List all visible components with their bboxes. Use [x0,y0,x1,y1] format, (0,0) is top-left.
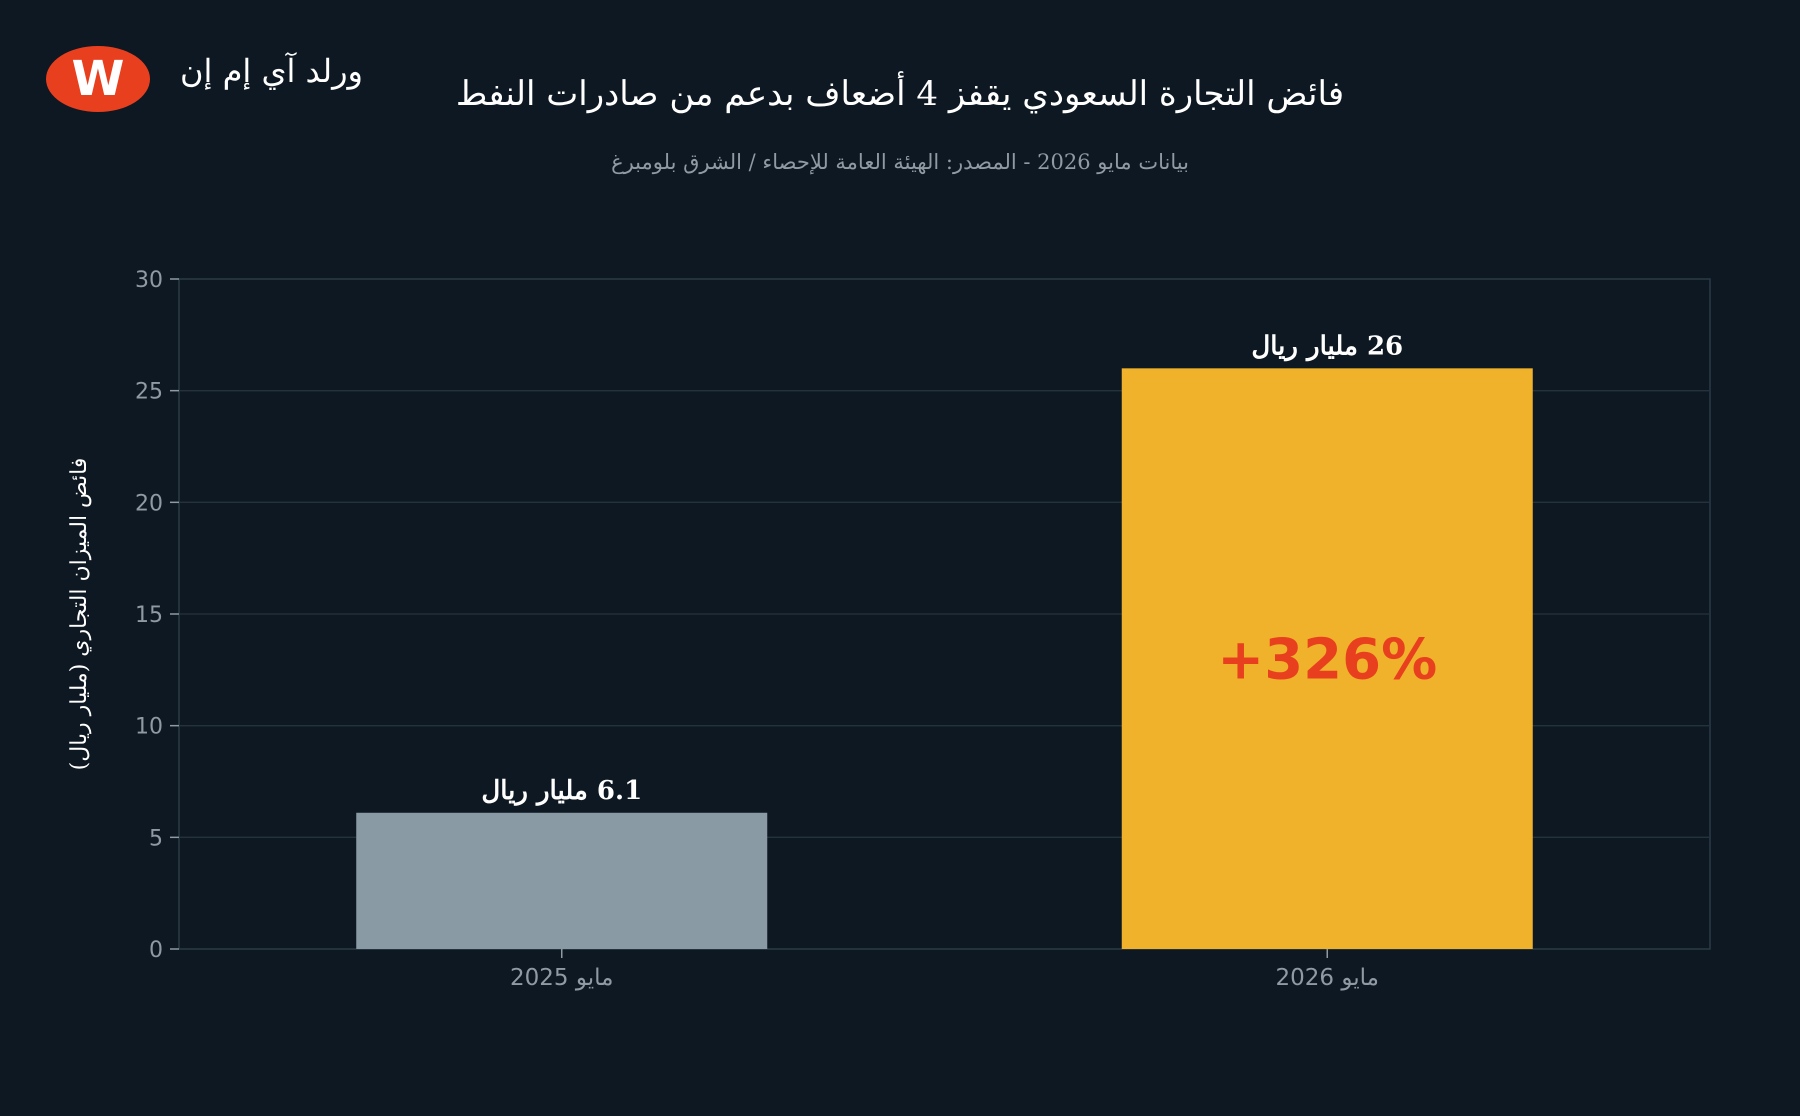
y-tick-label: 5 [149,826,163,851]
chart-title: فائض التجارة السعودي يقفز 4 أضعاف بدعم م… [455,74,1345,114]
y-tick-label: 10 [135,715,163,740]
y-tick-label: 15 [135,603,163,628]
bar [356,812,768,949]
x-tick-label: مايو 2025 [510,965,613,991]
y-tick-label: 25 [135,380,163,405]
brand: W ورلد آي إم إن [46,44,366,114]
x-tick-label: مايو 2026 [1276,965,1379,991]
change-annotation: +326% [1217,628,1437,693]
y-axis-label: فائض الميزان التجاري (مليار ريال) [67,458,92,771]
brand-name: ورلد آي إم إن [180,52,363,90]
y-tick-label: 30 [135,268,163,293]
data-label: 26 مليار ريال [1251,331,1403,361]
y-tick-label: 20 [135,491,163,516]
chart-subtitle: بيانات مايو 2026 - المصدر: الهيئة العامة… [611,150,1189,174]
data-label: 6.1 مليار ريال [481,776,642,806]
bar [1121,368,1533,949]
y-tick-label: 0 [149,938,163,963]
brand-logo: W [46,46,150,112]
